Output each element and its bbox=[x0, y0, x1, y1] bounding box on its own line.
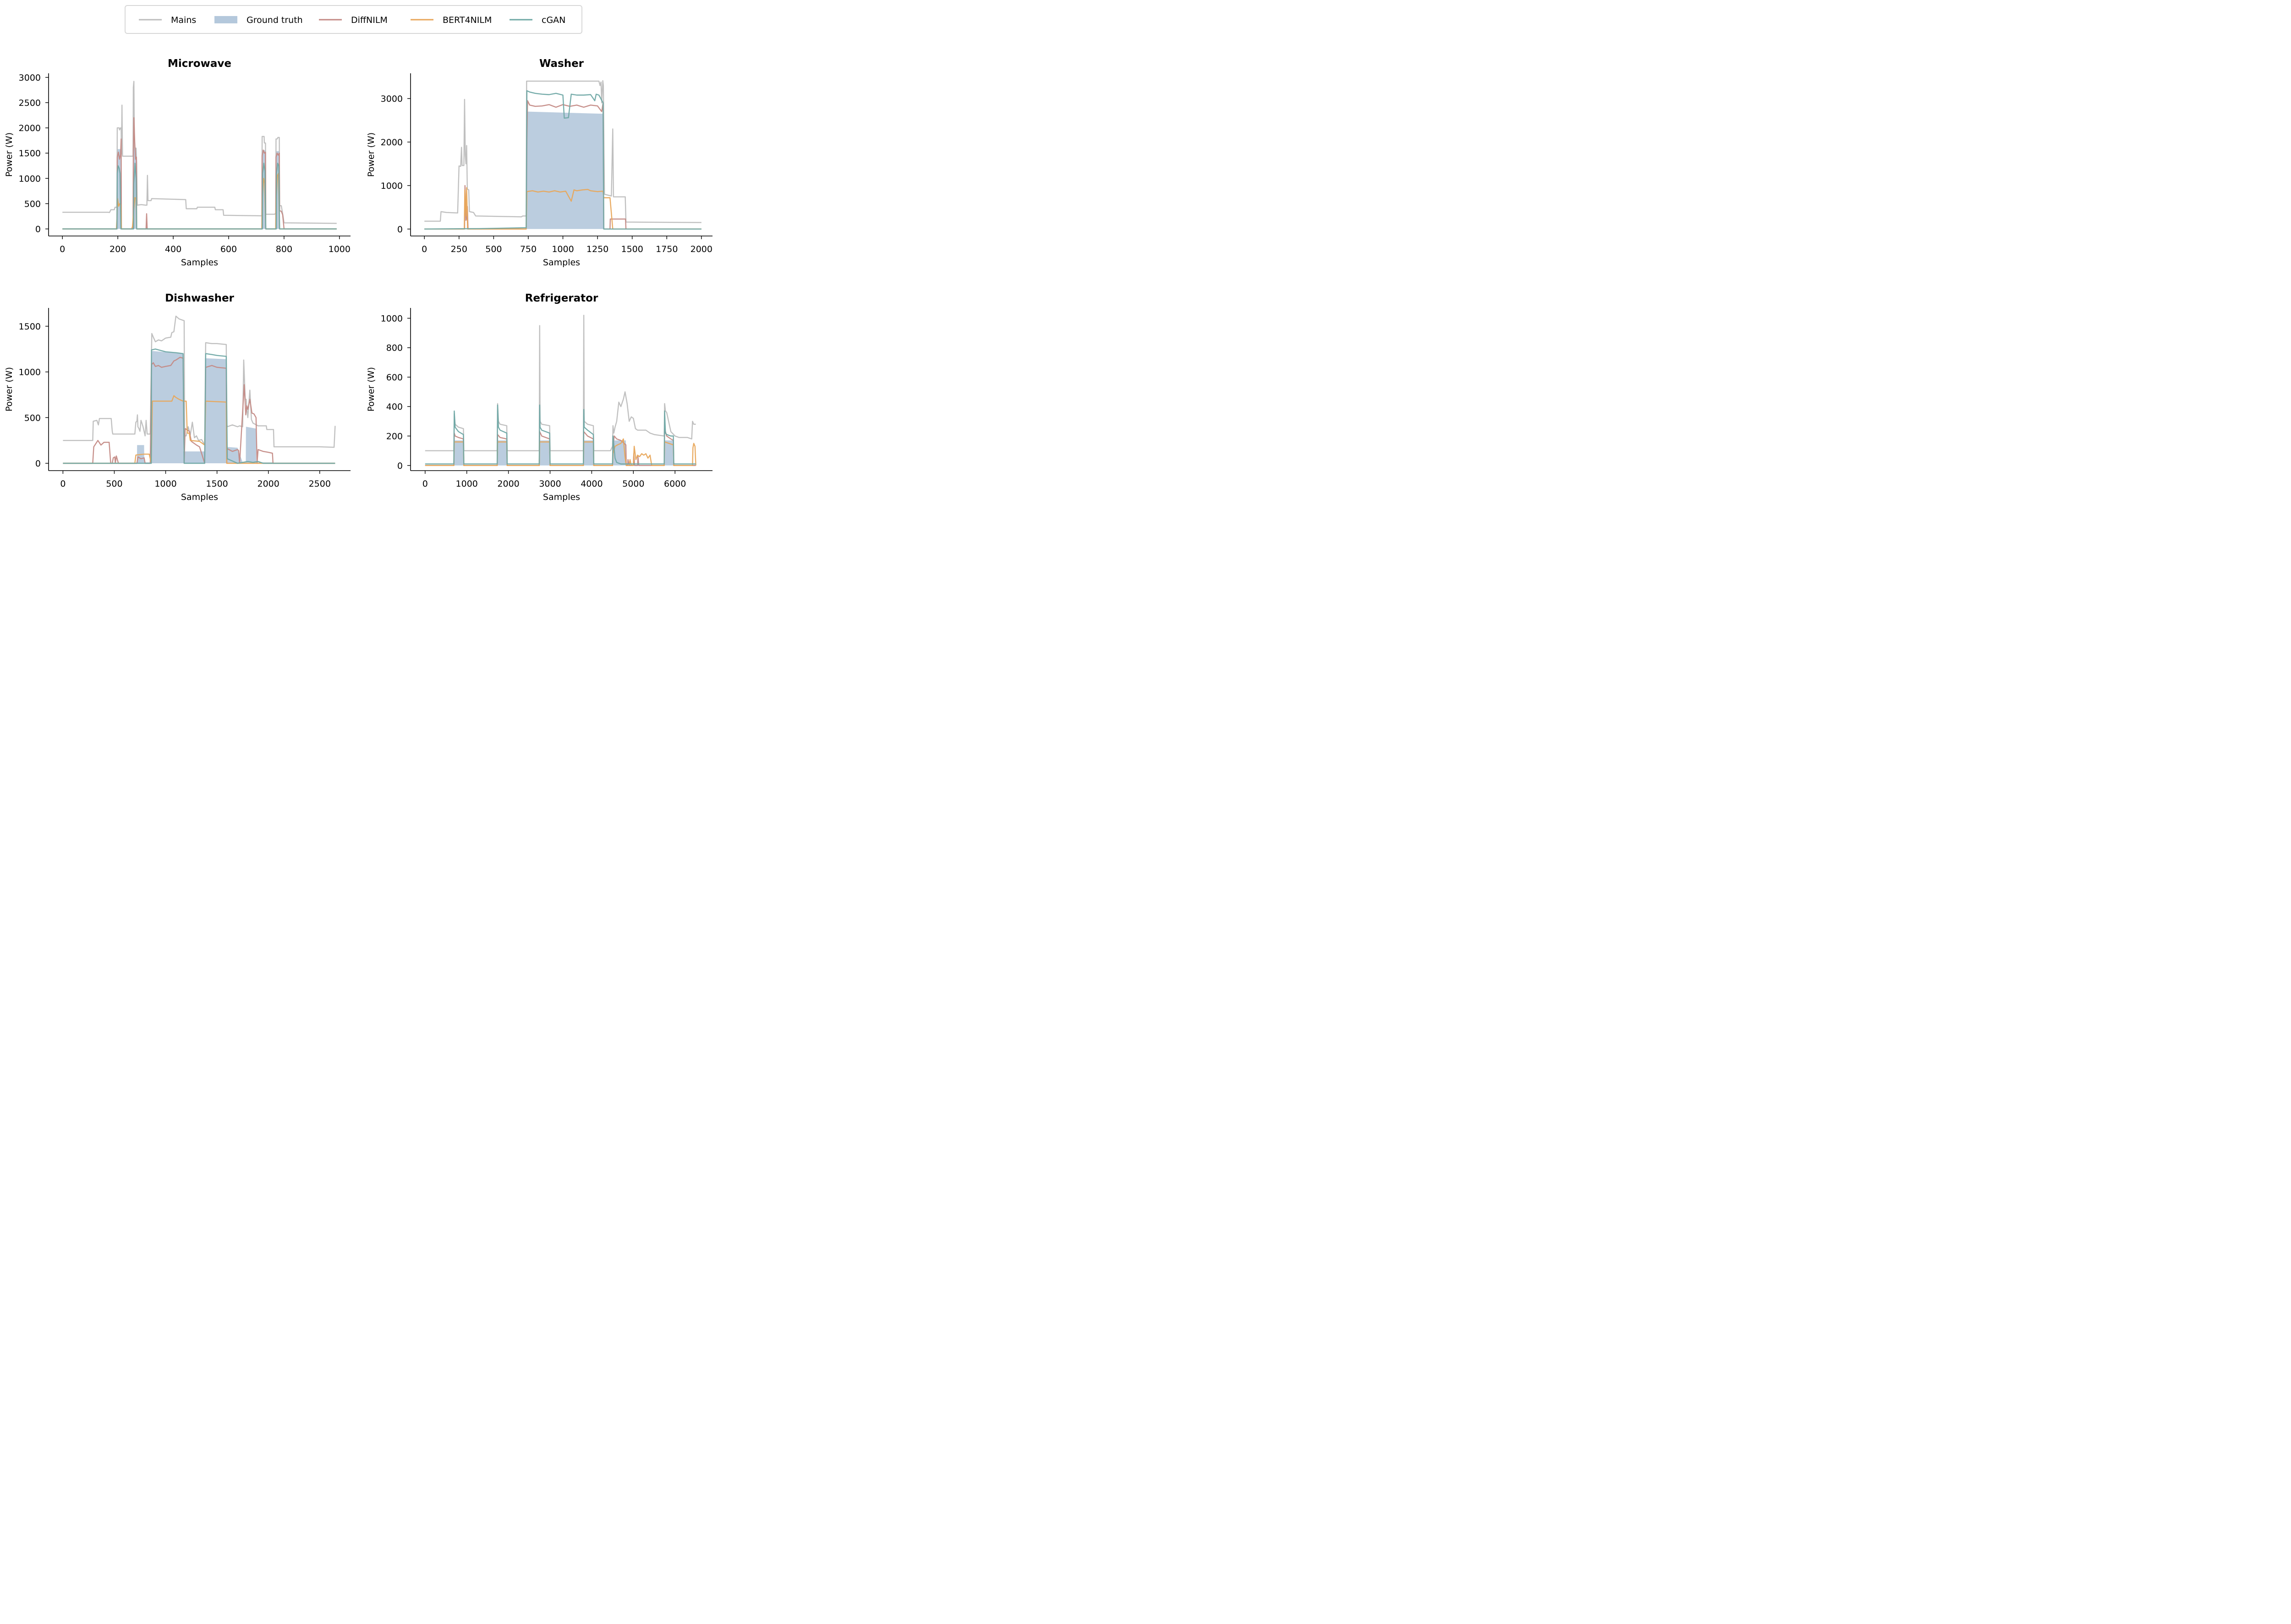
y-tick-label: 0 bbox=[35, 459, 41, 469]
y-tick-label: 3000 bbox=[19, 73, 41, 83]
chart-title: Refrigerator bbox=[525, 292, 598, 304]
legend-swatch-ground-truth bbox=[214, 16, 237, 23]
series-mains bbox=[63, 315, 336, 448]
x-tick-label: 400 bbox=[165, 244, 181, 254]
x-tick-label: 2000 bbox=[691, 244, 713, 254]
legend-frame bbox=[125, 5, 582, 34]
x-tick-label: 0 bbox=[422, 479, 428, 489]
x-tick-label: 2500 bbox=[309, 479, 331, 489]
y-tick-label: 500 bbox=[24, 413, 41, 423]
chart-title: Dishwasher bbox=[165, 292, 234, 304]
x-tick-label: 4000 bbox=[581, 479, 603, 489]
x-tick-label: 250 bbox=[451, 244, 467, 254]
x-tick-label: 5000 bbox=[622, 479, 644, 489]
series-ground-truth bbox=[62, 148, 337, 229]
y-tick-label: 1000 bbox=[381, 313, 403, 324]
chart-washer: 0 250 500 750 1000 1250 1500 1750 2000 0 1000 2000 3… bbox=[366, 58, 713, 268]
legend-label-diffnilm: DiffNILM bbox=[351, 15, 388, 25]
chart-refrigerator: 0 1000 2000 3000 4000 5000 6000 0 200 400 600 800 10… bbox=[366, 292, 713, 502]
x-tick-label: 750 bbox=[520, 244, 537, 254]
x-tick-label: 0 bbox=[60, 479, 66, 489]
x-tick-label: 1000 bbox=[329, 244, 351, 254]
plot-area bbox=[425, 314, 696, 466]
series-diffnilm bbox=[62, 117, 337, 230]
x-tick-label: 3000 bbox=[539, 479, 561, 489]
x-tick-label: 6000 bbox=[664, 479, 686, 489]
x-tick-label: 0 bbox=[60, 244, 65, 254]
series-cgan bbox=[425, 404, 696, 465]
y-tick-label: 0 bbox=[397, 225, 403, 235]
charts-area: 0 200 400 600 800 100005001000150020002500300… bbox=[4, 58, 713, 502]
x-tick-label: 2000 bbox=[258, 479, 280, 489]
legend-label-bert4nilm: BERT4NILM bbox=[443, 15, 492, 25]
y-tick-label: 1000 bbox=[19, 174, 41, 184]
y-tick-label: 1000 bbox=[381, 181, 403, 191]
y-tick-label: 0 bbox=[397, 461, 403, 471]
y-tick-label: 2500 bbox=[19, 98, 41, 108]
x-tick-label: 800 bbox=[276, 244, 292, 254]
x-tick-label: 1000 bbox=[552, 244, 574, 254]
figure: Mains Ground truth DiffNILM BERT4NILM cGAN 0… bbox=[4, 5, 713, 502]
x-tick-label: 1500 bbox=[206, 479, 228, 489]
series-diffnilm bbox=[63, 357, 335, 464]
series-mains bbox=[425, 314, 696, 451]
y-axis-label: Power (W) bbox=[366, 132, 376, 177]
series-bert4nilm bbox=[424, 187, 702, 230]
y-tick-label: 800 bbox=[386, 343, 403, 353]
plot-area bbox=[63, 315, 336, 464]
chart-dishwasher: 0 500 1000 1500 2000 2500 0 500 1000 1500 Dishwash… bbox=[4, 292, 351, 502]
legend: Mains Ground truth DiffNILM BERT4NILM cGAN bbox=[125, 5, 582, 34]
series-cgan bbox=[424, 90, 702, 230]
y-tick-label: 1000 bbox=[19, 368, 41, 378]
series-mains bbox=[62, 81, 337, 224]
x-axis-label: Samples bbox=[181, 258, 218, 268]
y-tick-label: 600 bbox=[386, 373, 403, 383]
series-ground-truth bbox=[424, 111, 702, 229]
x-tick-label: 1000 bbox=[154, 479, 176, 489]
y-tick-label: 2000 bbox=[19, 123, 41, 133]
plot-area bbox=[424, 80, 702, 230]
y-tick-label: 500 bbox=[24, 199, 41, 209]
plot-area bbox=[62, 81, 337, 230]
x-tick-label: 0 bbox=[422, 244, 427, 254]
x-axis-label: Samples bbox=[543, 258, 580, 268]
x-axis-label: Samples bbox=[543, 492, 580, 502]
series-cgan bbox=[62, 163, 337, 230]
series-cgan bbox=[63, 348, 335, 464]
x-tick-label: 200 bbox=[110, 244, 126, 254]
x-tick-label: 500 bbox=[485, 244, 502, 254]
x-tick-label: 1750 bbox=[656, 244, 678, 254]
x-tick-label: 1000 bbox=[456, 479, 478, 489]
y-tick-label: 200 bbox=[386, 432, 403, 442]
chart-title: Washer bbox=[539, 58, 584, 70]
series-bert4nilm bbox=[62, 173, 337, 230]
series-bert4nilm bbox=[425, 438, 696, 466]
chart-title: Microwave bbox=[168, 58, 231, 70]
y-tick-label: 3000 bbox=[381, 94, 403, 104]
x-tick-label: 1250 bbox=[586, 244, 608, 254]
y-tick-label: 1500 bbox=[19, 148, 41, 159]
legend-label-cgan: cGAN bbox=[542, 15, 565, 25]
legend-label-ground-truth: Ground truth bbox=[247, 15, 303, 25]
x-tick-label: 500 bbox=[106, 479, 122, 489]
y-axis-label: Power (W) bbox=[366, 367, 376, 411]
y-tick-label: 400 bbox=[386, 402, 403, 412]
legend-label-mains: Mains bbox=[171, 15, 196, 25]
y-tick-label: 1500 bbox=[19, 322, 41, 332]
y-axis-label: Power (W) bbox=[4, 132, 14, 177]
series-mains bbox=[424, 80, 702, 223]
series-ground-truth bbox=[425, 440, 696, 466]
x-axis-label: Samples bbox=[181, 492, 218, 502]
chart-microwave: 0 200 400 600 800 1000 0 500 1000 1500 2000 2500 300… bbox=[4, 58, 351, 268]
x-tick-label: 600 bbox=[220, 244, 237, 254]
x-tick-label: 1500 bbox=[621, 244, 643, 254]
x-tick-label: 2000 bbox=[497, 479, 519, 489]
y-axis-label: Power (W) bbox=[4, 367, 14, 411]
y-tick-label: 0 bbox=[35, 225, 41, 235]
y-tick-label: 2000 bbox=[381, 137, 403, 148]
